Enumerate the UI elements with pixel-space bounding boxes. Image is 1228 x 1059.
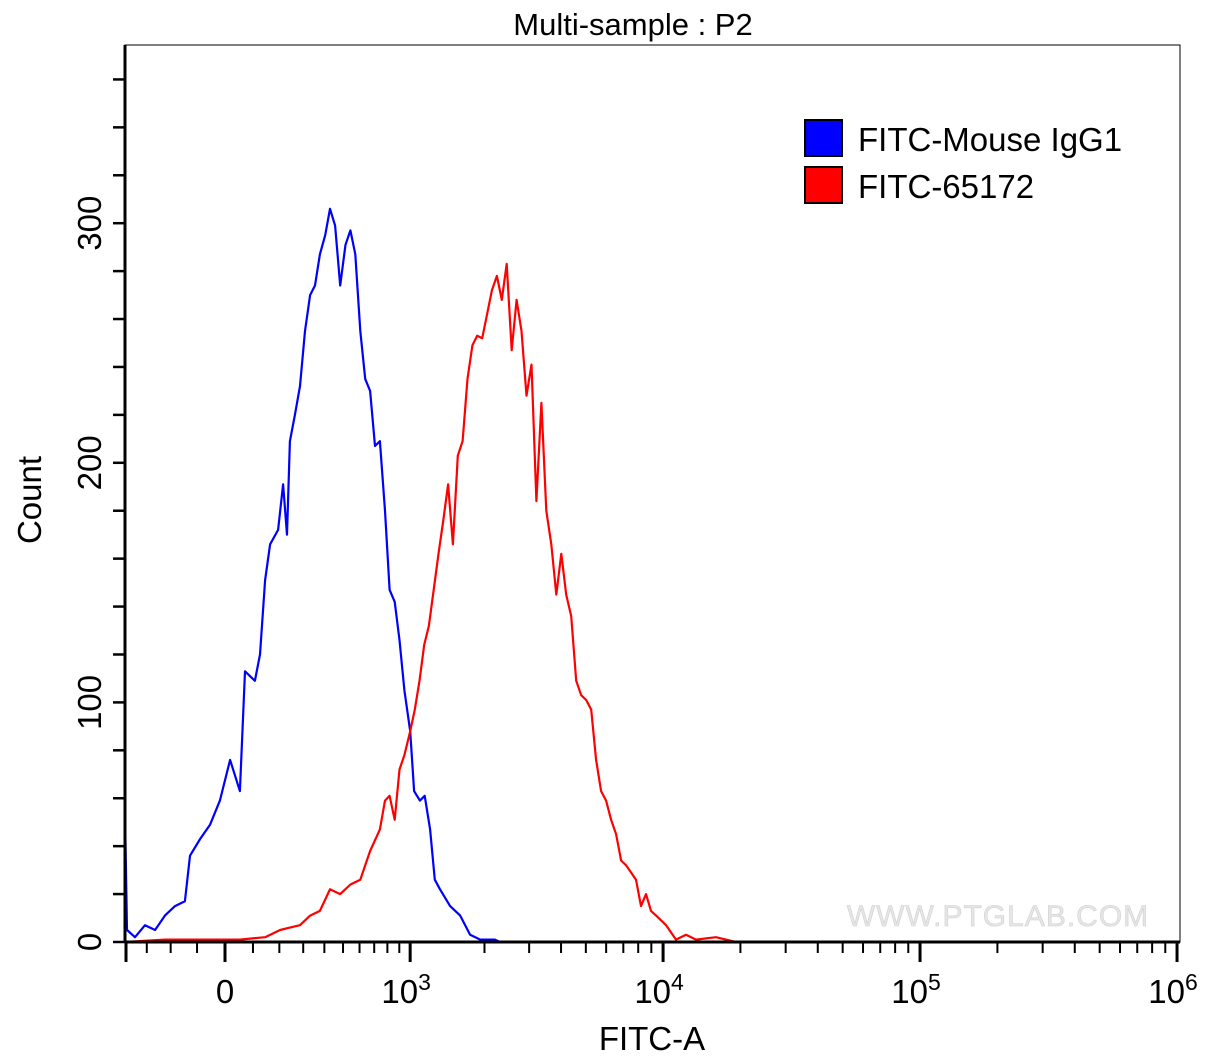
x-tick-label: 105: [891, 969, 941, 1010]
x-tick-exponent: 3: [418, 969, 431, 995]
y-tick-label: 100: [71, 675, 108, 730]
x-tick-label: 0: [216, 973, 234, 1010]
watermark: WWW.PTGLAB.COM: [847, 900, 1149, 933]
y-tick-label: 300: [71, 196, 108, 251]
legend-label: FITC-Mouse IgG1: [858, 121, 1122, 158]
x-tick-exponent: 4: [671, 969, 684, 995]
y-axis-label: Count: [11, 456, 48, 544]
x-tick-label: 104: [634, 969, 684, 1010]
series-line-2: [124, 262, 737, 944]
x-axis-ticks: 0 103 104 105 106: [124, 942, 1198, 1010]
legend: FITC-Mouse IgG1 FITC-65172: [804, 119, 1122, 205]
x-tick-exponent: 6: [1185, 969, 1198, 995]
y-tick-label: 0: [71, 933, 108, 951]
y-tick-label: 200: [71, 435, 108, 490]
x-tick-label: 103: [381, 969, 431, 1010]
legend-swatch: [804, 166, 843, 204]
chart-title: Multi-sample : P2: [513, 7, 752, 42]
legend-label: FITC-65172: [858, 168, 1034, 205]
x-tick-label: 106: [1148, 969, 1198, 1010]
legend-swatch: [804, 119, 843, 157]
x-tick-exponent: 5: [928, 969, 941, 995]
x-axis-label: FITC-A: [599, 1020, 705, 1057]
series-layer: [123, 207, 737, 944]
series-line-1: [123, 207, 501, 943]
y-axis-ticks: 0 100 200 300: [71, 78, 125, 951]
